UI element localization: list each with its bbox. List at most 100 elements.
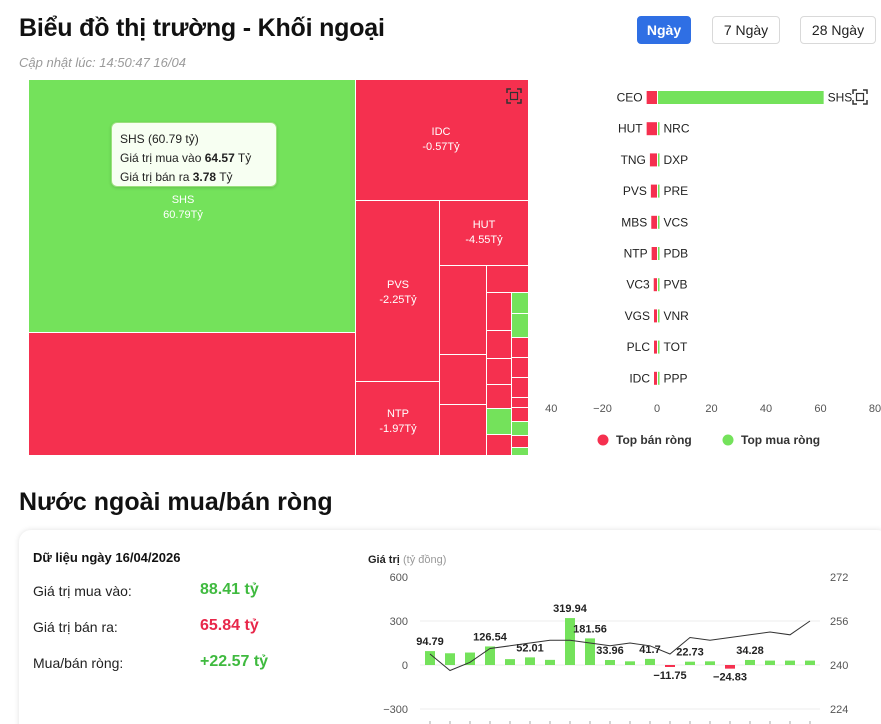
buy-bar (658, 184, 660, 198)
treemap-label: PVS -2.25Tỷ (379, 278, 416, 308)
tab-day[interactable]: Ngày (637, 16, 691, 44)
flow-bar (705, 661, 715, 665)
legend-buy-label: Top mua ròng (741, 433, 820, 447)
sell-code-label: HUT (618, 122, 643, 136)
sell-bar (654, 340, 657, 354)
y2-tick-label: 224 (830, 704, 848, 716)
sell-code-label: VGS (625, 309, 650, 323)
flow-bar (645, 658, 655, 665)
buy-code-label: TOT (664, 340, 688, 354)
flow-bar (625, 661, 635, 665)
sell-bar (646, 122, 657, 136)
bar-data-label: −11.75 (653, 670, 686, 682)
legend-buy-swatch (722, 434, 734, 446)
sell-bar (651, 215, 657, 229)
x-tick-label: −40 (545, 403, 557, 415)
x-tick-label: 60 (814, 403, 826, 415)
flow-bar (765, 660, 775, 665)
treemap-cell-pvs[interactable]: PVS -2.25Tỷ (356, 201, 440, 382)
sell-bar (646, 91, 657, 104)
flow-bar (685, 661, 695, 665)
flow-bar (545, 659, 555, 665)
y-tick-label: 600 (390, 572, 408, 584)
treemap-label-code: IDC (431, 126, 451, 138)
treemap-cell-hut[interactable]: HUT -4.55Tỷ (440, 201, 529, 266)
y-axis-unit: (tỷ đồng) (403, 554, 446, 566)
price-line (429, 620, 811, 672)
sell-bar (650, 184, 657, 198)
flow-bar (805, 660, 815, 665)
treemap-cell[interactable] (487, 409, 512, 435)
tooltip-sell-row: Giá trị bán ra 3.78 Tỷ (120, 168, 268, 187)
sell-code-label: PVS (623, 184, 647, 198)
page-title: Biểu đồ thị trường - Khối ngoại (19, 14, 385, 42)
flow-bar (665, 665, 675, 667)
treemap-label: IDC -0.57Tỷ (422, 125, 459, 155)
buy-bar (658, 91, 824, 104)
section-title: Nước ngoài mua/bán ròng (19, 488, 333, 516)
bar-data-label: 33.96 (596, 645, 624, 657)
flow-bar (445, 653, 455, 665)
bar-data-label: 52.01 (516, 642, 544, 654)
bar-data-label: 41.7 (639, 644, 660, 656)
treemap-cell-ceo[interactable]: CEO-19.57Tỷ (29, 333, 356, 661)
flow-bar (465, 652, 475, 665)
flow-bar (565, 618, 575, 665)
treemap-cell[interactable] (512, 408, 529, 422)
buy-code-label: NRC (664, 122, 690, 136)
treemap-label-value: 60.79Tỷ (163, 209, 203, 221)
treemap-cell[interactable] (440, 405, 487, 456)
net-value: +22.57 tỷ (200, 653, 269, 670)
treemap-label-code: HUT (472, 219, 496, 231)
buy-code-label: PRE (664, 184, 689, 198)
treemap-cell-ntp[interactable]: NTP -1.97Tỷ (356, 382, 440, 456)
treemap-label-value: -2.25Tỷ (379, 294, 417, 306)
buy-bar (658, 278, 660, 292)
legend-sell-swatch (597, 434, 609, 446)
treemap-cell[interactable] (512, 378, 529, 398)
treemap-cell[interactable] (512, 314, 529, 338)
treemap-cell-shs[interactable]: SHS 60.79Tỷ (29, 80, 356, 333)
treemap-cell[interactable] (512, 398, 529, 408)
treemap-cell[interactable] (487, 435, 512, 456)
sell-value: 65.84 tỷ (200, 617, 259, 634)
tooltip-buy-label: Giá trị mua vào (120, 151, 202, 165)
treemap-cell[interactable] (487, 266, 529, 293)
treemap-cell[interactable] (487, 359, 512, 385)
treemap-cell[interactable] (512, 422, 529, 436)
x-tick-label: 40 (760, 403, 772, 415)
treemap-cell[interactable] (512, 338, 529, 358)
tab-7-days[interactable]: 7 Ngày (712, 16, 780, 44)
sell-code-label: PLC (627, 340, 651, 354)
flow-bar (425, 651, 435, 665)
treemap-tooltip: SHS (60.79 tỷ) Giá trị mua vào 64.57 Tỷ … (111, 122, 277, 187)
tab-28-days[interactable]: 28 Ngày (800, 16, 876, 44)
tooltip-title: SHS (60.79 tỷ) (120, 132, 199, 146)
treemap-cell[interactable] (440, 266, 487, 355)
bar-data-label: 94.79 (416, 636, 444, 648)
treemap-cell[interactable] (512, 293, 529, 314)
treemap-label: HUT -4.55Tỷ (465, 218, 502, 248)
treemap-cell[interactable] (487, 331, 512, 359)
buy-bar (658, 215, 660, 229)
buy-code-label: DXP (664, 153, 689, 167)
treemap-cell[interactable] (512, 448, 529, 456)
treemap-label-code: PVS (386, 279, 410, 291)
treemap-cell[interactable] (487, 385, 512, 409)
sell-code-label: VC3 (626, 278, 650, 292)
expand-icon[interactable] (506, 88, 522, 104)
flow-bar (605, 660, 615, 665)
treemap-cell[interactable] (512, 436, 529, 448)
flow-bar (485, 646, 495, 665)
expand-icon[interactable] (852, 89, 868, 105)
buy-bar (658, 309, 660, 323)
buy-code-label: VNR (664, 309, 690, 323)
treemap-label-value: -1.97Tỷ (379, 423, 417, 435)
treemap-cell-idc[interactable]: IDC -0.57Tỷ (356, 80, 529, 201)
treemap-cell[interactable] (512, 358, 529, 378)
treemap-cell[interactable] (487, 293, 512, 331)
buy-code-label: SHS (828, 91, 853, 105)
treemap-cell[interactable] (440, 355, 487, 405)
flow-bar (785, 660, 795, 665)
sell-bar (651, 247, 657, 260)
